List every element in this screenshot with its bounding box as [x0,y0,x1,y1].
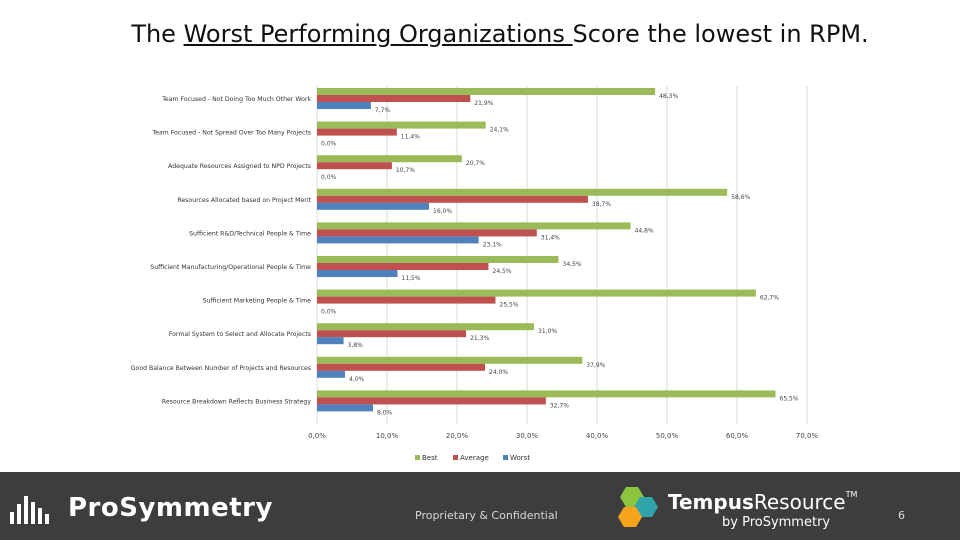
data-label: 44,8% [635,227,654,234]
bar-average [317,263,489,270]
data-label: 24,1% [490,127,509,134]
category-label: Adequate Resources Assigned to NPD Proje… [168,163,311,170]
prosymmetry-wordmark: ProSymmetry [68,493,273,523]
bar-best [317,188,728,196]
page-number: 6 [898,509,905,522]
data-label: 10,7% [396,167,415,174]
data-label: 31,0% [538,328,557,335]
x-tick-label: 50,0% [656,432,679,440]
bar-best [317,121,486,129]
slide-title: The Worst Performing Organizations Score… [120,16,880,52]
category-label: Sufficient Manufacturing/Operational Peo… [150,264,311,271]
data-label: 8,0% [377,409,393,416]
tempus-name-part2: Resource [753,490,846,514]
data-label: 11,4% [401,134,420,141]
x-tick-label: 40,0% [586,432,609,440]
x-tick-label: 10,0% [376,432,399,440]
category-label: Resource Breakdown Reflects Business Str… [162,398,311,405]
bar-average [317,95,471,102]
data-label: 48,3% [659,93,678,100]
legend-label-worst: Worst [510,454,530,462]
data-label: 20,7% [466,160,485,167]
legend-swatch-average [453,455,458,460]
tempus-byline: by ProSymmetry [722,515,831,530]
category-label: Team Focused - Not Spread Over Too Many … [151,130,311,137]
title-underlined: Worst Performing Organizations [183,20,573,48]
data-label: 65,5% [780,395,799,402]
tempus-name-part1: Tempus [668,490,754,514]
data-label: 3,8% [348,342,364,349]
data-label: 31,4% [541,234,560,241]
bar-average [317,195,588,203]
data-label: 62,7% [760,295,779,302]
bar-best [317,88,656,95]
bar-worst [317,404,373,412]
bar-average [317,330,467,338]
data-label: 4,0% [349,376,365,383]
tempus-resource-wordmark: TempusResourceTM [668,490,857,514]
data-label: 0,0% [321,174,337,181]
category-label: Formal System to Select and Allocate Pro… [169,331,311,338]
legend-label-average: Average [460,454,489,462]
data-label: 23,1% [483,241,502,248]
data-label: 16,0% [433,208,452,215]
x-tick-label: 0,0% [308,432,326,440]
bar-worst [317,102,371,109]
legend-swatch-worst [503,455,508,460]
bar-worst [317,270,398,277]
data-label: 25,5% [500,302,519,309]
data-label: 0,0% [321,309,337,316]
bar-average [317,397,546,405]
data-label: 34,5% [563,261,582,268]
bar-average [317,229,537,237]
category-label: Sufficient R&D/Technical People & Time [189,230,311,237]
data-label: 32,7% [550,402,569,409]
title-part2: Score the lowest in RPM. [572,20,869,48]
category-label: Sufficient Marketing People & Time [203,298,312,305]
legend-label-best: Best [422,454,438,462]
tempus-hexagon-logo-icon [618,487,658,527]
x-tick-label: 60,0% [726,432,749,440]
data-label: 21,9% [474,100,493,107]
x-tick-label: 30,0% [516,432,539,440]
category-label: Resources Allocated based on Project Mer… [177,197,311,204]
bar-worst [317,337,344,345]
bar-best [317,256,559,263]
bar-best [317,356,583,364]
bar-worst [317,236,479,244]
category-label: Good Balance Between Number of Projects … [131,365,311,372]
data-label: 11,5% [402,275,421,282]
data-label: 21,3% [470,335,489,342]
data-label: 24,0% [489,369,508,376]
tempus-trademark: TM [845,490,858,499]
bar-best [317,390,776,398]
legend-swatch-best [415,455,420,460]
category-label: Team Focused - Not Doing Too Much Other … [161,96,311,103]
bar-best [317,289,756,297]
title-part1: The [131,20,184,48]
prosymmetry-logo-icon [10,496,49,524]
bar-average [317,296,496,304]
x-tick-label: 70,0% [796,432,819,440]
bar-average [317,162,392,170]
bar-worst [317,370,345,378]
bar-average [317,363,485,371]
data-label: 37,9% [586,362,605,369]
data-label: 24,5% [493,268,512,275]
bar-best [317,155,462,163]
confidential-notice: Proprietary & Confidential [415,509,558,522]
data-label: 58,6% [731,194,750,201]
bar-best [317,323,534,331]
x-tick-label: 20,0% [446,432,469,440]
bar-average [317,128,397,136]
data-label: 7,7% [375,107,391,114]
bar-worst [317,202,429,210]
footer-bar: ProSymmetry Proprietary & Confidential T… [0,472,960,540]
data-label: 38,7% [592,201,611,208]
data-label: 0,0% [321,141,337,148]
bar-chart: 0,0% 10,0% 20,0% 30,0% 40,0% 50,0% 60,0% 70,0% T… [131,86,819,462]
bar-best [317,222,631,230]
